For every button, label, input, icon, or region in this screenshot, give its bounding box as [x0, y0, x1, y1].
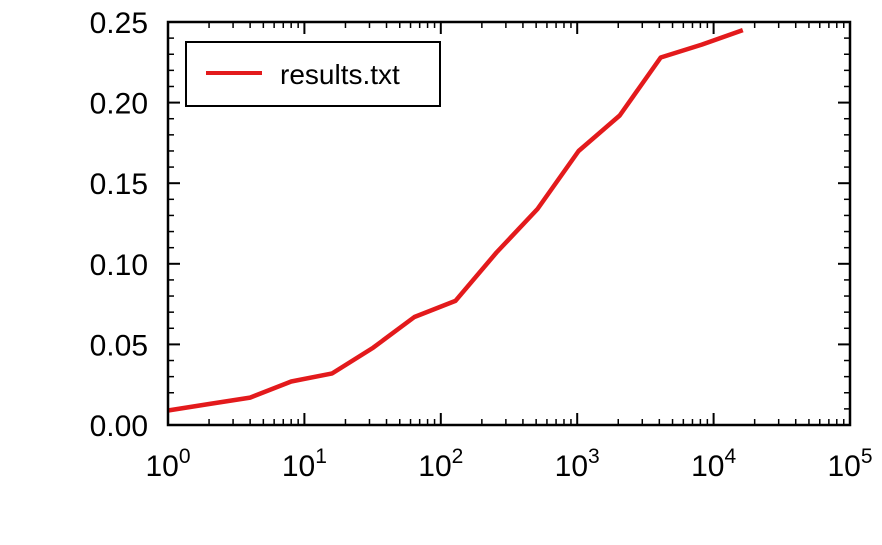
legend-label: results.txt [280, 59, 400, 90]
x-tick-label: 105 [827, 445, 872, 483]
series-line [167, 27, 744, 413]
y-tick-label: 0.00 [90, 410, 148, 443]
y-tick-labels: 0.00 0.05 0.10 0.15 0.20 0.25 [90, 7, 148, 443]
y-tick-label: 0.10 [90, 249, 148, 282]
x-tick-label: 104 [691, 445, 736, 483]
x-tick-label: 102 [418, 445, 463, 483]
x-tick-label: 103 [555, 445, 600, 483]
plot-frame [166, 20, 852, 427]
series-layer [167, 27, 744, 413]
y-tick-label: 0.20 [90, 88, 148, 121]
y-tick-label: 0.25 [90, 7, 148, 40]
y-tick-label: 0.05 [90, 329, 148, 362]
x-tick-labels: 100 101 102 103 104 105 [145, 445, 872, 483]
x-tick-label: 101 [282, 445, 327, 483]
y-tick-label: 0.15 [90, 168, 148, 201]
legend: results.txt [185, 41, 441, 107]
x-tick-label: 100 [145, 445, 190, 483]
